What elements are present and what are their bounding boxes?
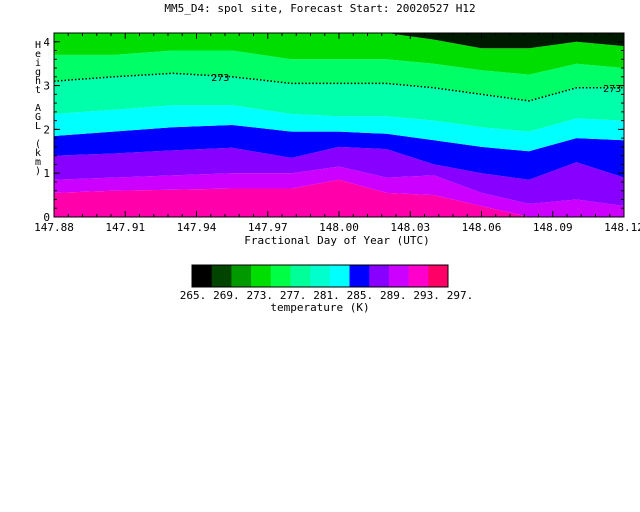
y-label-char: m bbox=[35, 157, 41, 168]
y-label-char: t bbox=[35, 85, 41, 96]
x-tick-label: 148.00 bbox=[319, 221, 359, 234]
contour-line-273 bbox=[53, 72, 624, 102]
colorbar-tick-label: 281. bbox=[313, 289, 340, 302]
x-axis-label: Fractional Day of Year (UTC) bbox=[244, 234, 429, 247]
colorbar-segment bbox=[369, 265, 390, 287]
y-label-char: ( bbox=[35, 139, 41, 150]
contour-band bbox=[54, 50, 624, 101]
contour-band bbox=[54, 33, 624, 75]
plot-area: 273 273 bbox=[53, 33, 624, 217]
colorbar-segment bbox=[290, 265, 311, 287]
colorbar-tick-label: 273. bbox=[247, 289, 274, 302]
y-label-char: ) bbox=[35, 166, 41, 177]
y-tick-label: 3 bbox=[43, 80, 50, 93]
colorbar-tick-label: 293. bbox=[413, 289, 440, 302]
y-label-char: L bbox=[35, 121, 41, 132]
colorbar-segment bbox=[349, 265, 370, 287]
colorbar-segment bbox=[192, 265, 213, 287]
y-label-char: H bbox=[35, 40, 41, 51]
contour-label: 273 bbox=[603, 84, 621, 95]
axes: 147.88 147.91 147.94 147.97 148.00 148.03 148.… bbox=[34, 32, 640, 234]
colorbar-segment bbox=[310, 265, 331, 287]
colorbar-frame bbox=[191, 264, 449, 288]
contour-band bbox=[54, 166, 624, 217]
x-tick-label: 147.94 bbox=[177, 221, 217, 234]
colorbar-segment bbox=[270, 265, 291, 287]
y-tick-label: 1 bbox=[43, 167, 50, 180]
colorbar-segment bbox=[428, 265, 449, 287]
y-tick-label: 2 bbox=[43, 123, 50, 136]
colorbar-tick-label: 289. bbox=[380, 289, 407, 302]
y-label-char: h bbox=[35, 76, 41, 87]
y-label-char: k bbox=[35, 148, 41, 159]
x-tick-label: 147.97 bbox=[248, 221, 288, 234]
colorbar: 265. 269. 273. 277. 281. 285. 289. 293. 297. bbox=[180, 264, 474, 302]
contour-label: 273 bbox=[211, 73, 229, 84]
y-label-char: g bbox=[35, 67, 41, 78]
contour-band bbox=[54, 73, 624, 132]
colorbar-segment bbox=[408, 265, 429, 287]
colorbar-tick-label: 297. bbox=[447, 289, 474, 302]
contour-band bbox=[54, 179, 624, 217]
chart-title: MM5_D4: spol site, Forecast Start: 20020… bbox=[164, 2, 475, 15]
colorbar-tick-label: 265. bbox=[180, 289, 207, 302]
x-tick-label: 148.03 bbox=[390, 221, 430, 234]
y-label-char: G bbox=[35, 112, 41, 123]
x-tick-label: 147.88 bbox=[34, 221, 74, 234]
y-tick-label: 0 bbox=[43, 211, 50, 224]
colorbar-tick-label: 285. bbox=[347, 289, 374, 302]
colorbar-tick-label: 277. bbox=[280, 289, 307, 302]
colorbar-segment bbox=[388, 265, 410, 287]
y-tick-label: 4 bbox=[43, 36, 50, 49]
x-tick-label: 148.06 bbox=[462, 221, 502, 234]
colorbar-segment bbox=[211, 265, 232, 287]
colorbar-segment bbox=[329, 265, 351, 287]
y-label-char: i bbox=[35, 58, 41, 69]
colorbar-tick-label: 269. bbox=[213, 289, 240, 302]
x-tick-label: 148.12 bbox=[604, 221, 640, 234]
colorbar-label: temperature (K) bbox=[270, 301, 369, 314]
x-tick-label: 148.09 bbox=[533, 221, 573, 234]
colorbar-segment bbox=[231, 265, 252, 287]
contour-band bbox=[54, 146, 624, 206]
contour-band bbox=[54, 105, 624, 152]
y-label-char: e bbox=[35, 49, 41, 60]
y-label-char: A bbox=[35, 103, 41, 114]
x-tick-label: 147.91 bbox=[105, 221, 145, 234]
contour-band bbox=[54, 125, 624, 180]
colorbar-segment bbox=[251, 265, 272, 287]
